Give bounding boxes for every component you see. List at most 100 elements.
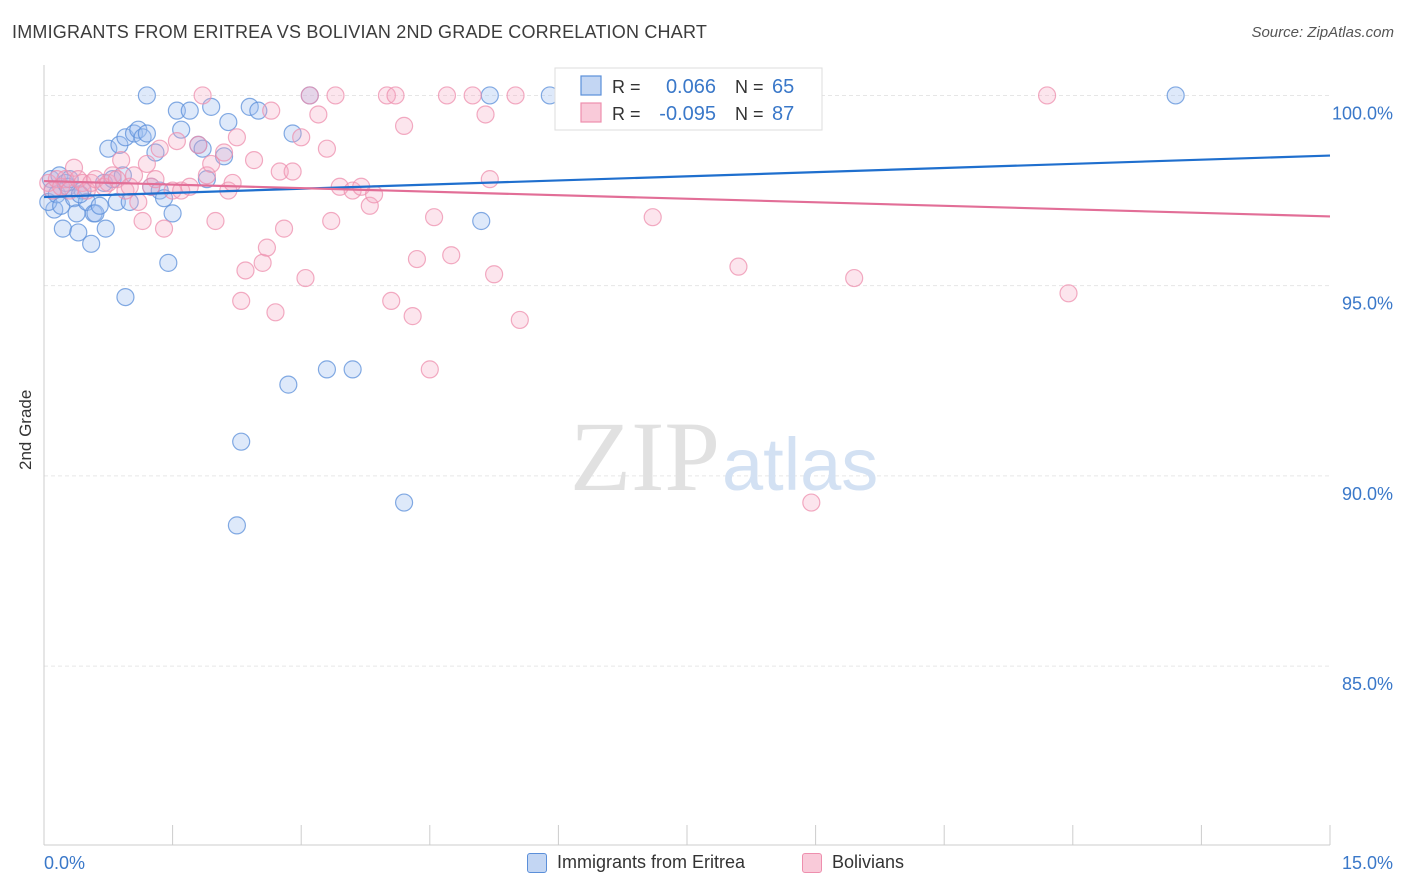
bolivian-point-78 xyxy=(643,208,662,227)
bolivian-point-70 xyxy=(442,246,461,265)
eritrea-point-51 xyxy=(283,124,302,143)
bolivian-point-28 xyxy=(167,131,186,151)
eritrea-point-49 xyxy=(240,97,259,116)
bolivian-point-63 xyxy=(386,86,405,105)
bolivian-point-49 xyxy=(292,128,311,147)
eritrea-point-61 xyxy=(1166,86,1185,105)
bolivian-point-41 xyxy=(244,151,264,170)
bolivian-point-39 xyxy=(232,291,251,311)
bolivian-point-42 xyxy=(253,253,272,272)
legend-r-value-2: -0.095 xyxy=(659,103,716,125)
eritrea-point-56 xyxy=(472,211,491,231)
bolivian-point-64 xyxy=(394,116,414,135)
legend-swatch-eritrea xyxy=(527,852,547,873)
bolivian-point-54 xyxy=(322,211,341,231)
source-label: Source: ZipAtlas.com xyxy=(1251,24,1394,41)
bolivian-point-47 xyxy=(270,162,289,181)
bolivian-point-85 xyxy=(193,86,212,105)
eritrea-point-22 xyxy=(99,139,118,158)
bolivian-point-43 xyxy=(257,238,277,257)
grid-lines xyxy=(44,94,1330,667)
bolivian-point-68 xyxy=(424,208,444,227)
bolivian-point-76 xyxy=(510,310,529,330)
eritrea-point-13 xyxy=(69,223,88,242)
bolivian-point-50 xyxy=(296,268,315,288)
bolivian-point-40 xyxy=(236,261,255,280)
chart-title: IMMIGRANTS FROM ERITREA VS BOLIVIAN 2ND … xyxy=(12,22,708,42)
bolivian-point-26 xyxy=(154,219,174,238)
legend-swatch-bolivians xyxy=(802,852,822,873)
bolivian-point-81 xyxy=(802,493,821,512)
bolivian-point-55 xyxy=(326,86,345,105)
eritrea-point-41 xyxy=(180,101,199,120)
eritrea-point-38 xyxy=(163,204,182,223)
bolivian-point-69 xyxy=(437,86,457,105)
bolivian-point-72 xyxy=(476,105,495,124)
legend-item-bolivians: Bolivians xyxy=(802,852,904,873)
bolivian-point-16 xyxy=(112,151,131,170)
bolivian-point-73 xyxy=(480,170,499,189)
bolivian-point-21 xyxy=(133,211,152,231)
eritrea-point-57 xyxy=(137,86,156,105)
bolivian-point-33 xyxy=(202,154,221,174)
watermark-atlas: atlas xyxy=(722,423,878,506)
legend-r-label-1: R = xyxy=(612,77,641,97)
legend-n-label-2: N = xyxy=(735,104,764,124)
eritrea-point-32 xyxy=(137,124,156,143)
bolivian-point-62 xyxy=(382,291,401,311)
eritrea-trend-line xyxy=(43,154,1331,199)
bolivian-point-74 xyxy=(485,265,504,284)
eritrea-point-48 xyxy=(232,432,251,451)
bolivian-point-35 xyxy=(214,143,234,162)
legend-swatch-blue xyxy=(580,75,602,96)
bolivian-point-20 xyxy=(129,192,148,212)
bolivian-point-82 xyxy=(845,268,864,288)
eritrea-point-63 xyxy=(227,516,246,535)
eritrea-point-47 xyxy=(219,112,238,132)
bolivian-point-44 xyxy=(262,101,281,120)
y-tick-label-0: 100.0% xyxy=(1332,103,1393,123)
bolivian-point-86 xyxy=(729,257,748,276)
eritrea-point-16 xyxy=(82,234,101,253)
bolivian-point-65 xyxy=(403,307,422,326)
bolivian-point-25 xyxy=(150,139,169,158)
eritrea-point-55 xyxy=(394,493,414,512)
bolivian-point-29 xyxy=(172,181,191,200)
legend-item-eritrea: Immigrants from Eritrea xyxy=(527,852,745,873)
legend-n-value-2: 87 xyxy=(772,103,794,125)
legend-label-bolivians: Bolivians xyxy=(832,852,905,872)
watermark-zip: ZIP xyxy=(570,401,720,512)
bolivian-point-34 xyxy=(206,211,225,231)
y-tick-label-1: 95.0% xyxy=(1342,294,1393,314)
eritrea-point-52 xyxy=(279,375,298,394)
bolivian-point-32 xyxy=(197,166,216,185)
bolivian-point-31 xyxy=(189,135,208,155)
bolivian-point-67 xyxy=(420,360,439,379)
bolivian-point-59 xyxy=(360,196,379,215)
bolivian-point-6 xyxy=(64,158,84,177)
bolivian-trend-line xyxy=(43,179,1331,218)
bolivian-point-71 xyxy=(463,86,482,105)
top-legend: R = 0.066 N = 65 R = -0.095 N = 87 xyxy=(554,67,823,131)
bolivian-point-83 xyxy=(1037,86,1057,105)
y-tick-label-3: 85.0% xyxy=(1342,674,1393,694)
bolivian-point-60 xyxy=(364,185,384,204)
eritrea-point-62 xyxy=(116,287,135,307)
legend-r-value-1: 0.066 xyxy=(666,76,716,98)
eritrea-point-50 xyxy=(249,101,268,120)
y-tick-label-2: 90.0% xyxy=(1342,484,1393,504)
bolivian-point-45 xyxy=(266,303,285,322)
bolivian-point-48 xyxy=(283,162,302,181)
bolivian-point-52 xyxy=(309,105,328,124)
eritrea-point-59 xyxy=(480,86,499,105)
trend-lines xyxy=(43,154,1331,218)
bolivian-point-84 xyxy=(1059,284,1078,303)
eritrea-point-40 xyxy=(172,120,191,139)
legend-n-value-1: 65 xyxy=(772,76,794,98)
bolivian-point-37 xyxy=(223,173,242,193)
eritrea-point-39 xyxy=(167,101,186,120)
eritrea-point-7 xyxy=(53,219,72,238)
eritrea-point-37 xyxy=(159,253,178,272)
bolivian-point-30 xyxy=(180,177,199,196)
